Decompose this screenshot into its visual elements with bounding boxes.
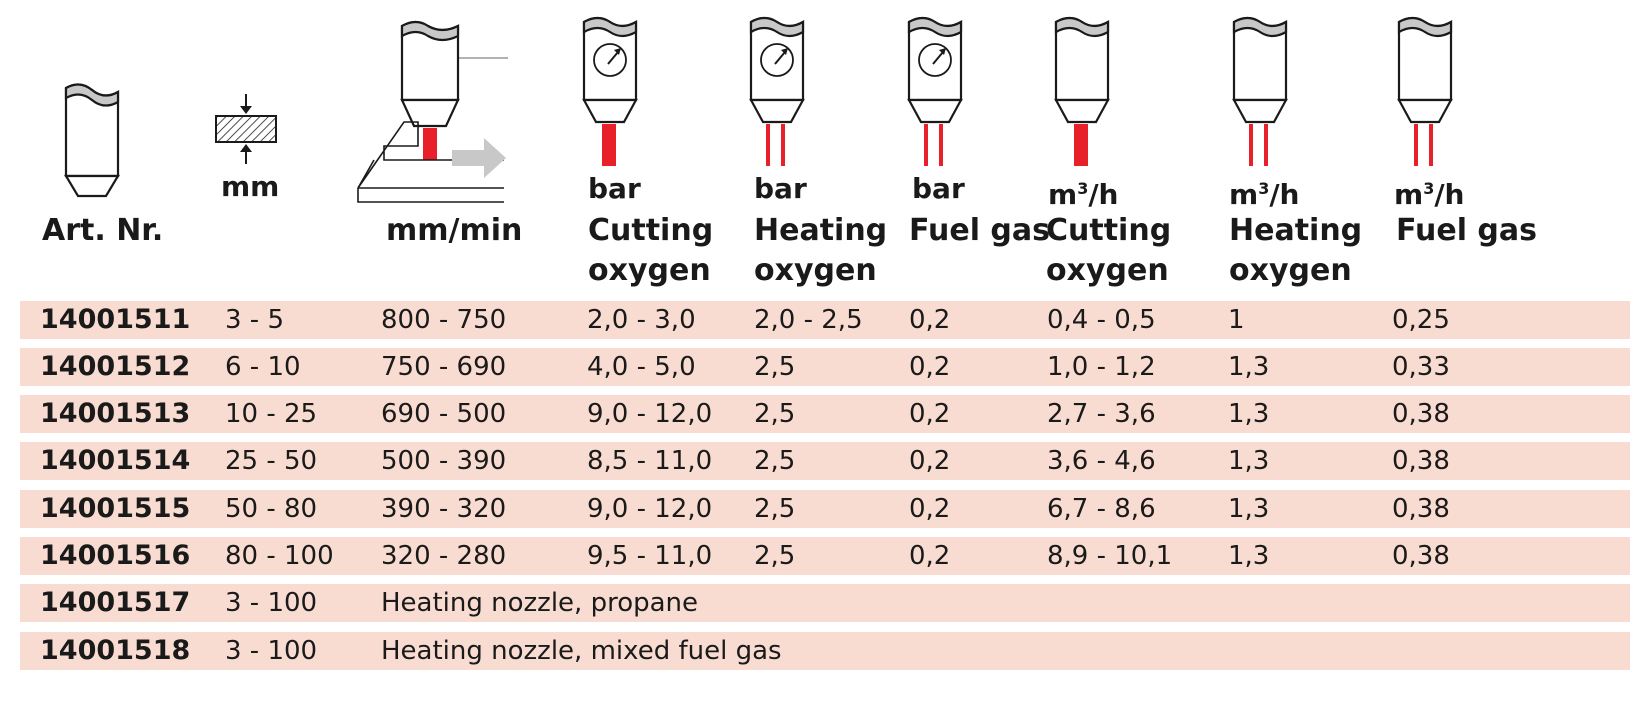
fuel-gas-bar: 0,2 <box>909 352 951 382</box>
unit-bar-cutting: bar <box>588 172 641 205</box>
fuel-gas-m3h: 0,38 <box>1392 541 1450 571</box>
heating-oxygen-bar: 2,5 <box>754 352 796 382</box>
thickness: 3 - 100 <box>225 588 318 618</box>
speed: 320 - 280 <box>381 541 507 571</box>
cutting-oxygen-m3h: 0,4 - 0,5 <box>1047 305 1156 335</box>
table-row: 14001515 50 - 80 390 - 320 9,0 - 12,0 2,… <box>20 490 1630 528</box>
speed: 750 - 690 <box>381 352 507 382</box>
table-row: 14001512 6 - 10 750 - 690 4,0 - 5,0 2,5 … <box>20 348 1630 386</box>
cutting-oxygen-bar: 4,0 - 5,0 <box>587 352 696 382</box>
cutting-oxygen-m3h: 2,7 - 3,6 <box>1047 399 1156 429</box>
heating-oxygen-bar: 2,5 <box>754 541 796 571</box>
fuel-gas-m3h: 0,25 <box>1392 305 1450 335</box>
art-nr: 14001517 <box>40 587 191 618</box>
header-oxygen: oxygen <box>1229 253 1352 288</box>
thickness: 3 - 5 <box>225 305 284 335</box>
table-row: 14001513 10 - 25 690 - 500 9,0 - 12,0 2,… <box>20 395 1630 433</box>
thickness: 25 - 50 <box>225 446 318 476</box>
header-art-nr: Art. Nr. <box>42 213 164 248</box>
speed: 800 - 750 <box>381 305 507 335</box>
heating-oxygen-bar: 2,0 - 2,5 <box>754 305 863 335</box>
fuel-gas-m3h: 0,38 <box>1392 446 1450 476</box>
cutting-oxygen-m3h: 1,0 - 1,2 <box>1047 352 1156 382</box>
thickness: 80 - 100 <box>225 541 334 571</box>
heating-oxygen-m3h: 1,3 <box>1228 494 1270 524</box>
heating-oxygen-m3h: 1,3 <box>1228 541 1270 571</box>
cutting-oxygen-bar: 8,5 - 11,0 <box>587 446 713 476</box>
header-oxygen: oxygen <box>588 253 711 288</box>
fuel-gas-m3h: 0,38 <box>1392 399 1450 429</box>
thickness: 3 - 100 <box>225 636 318 666</box>
unit-bar-fuel: bar <box>912 172 965 205</box>
table-row: 14001514 25 - 50 500 - 390 8,5 - 11,0 2,… <box>20 442 1630 480</box>
nozzle-cutting-stream-icon <box>1054 16 1110 166</box>
thickness: 6 - 10 <box>225 352 301 382</box>
cutting-oxygen-bar: 9,5 - 11,0 <box>587 541 713 571</box>
art-nr: 14001512 <box>40 351 191 382</box>
heating-oxygen-bar: 2,5 <box>754 494 796 524</box>
fuel-gas-m3h: 0,33 <box>1392 352 1450 382</box>
art-nr: 14001518 <box>40 635 191 666</box>
cutting-oxygen-bar: 2,0 - 3,0 <box>587 305 696 335</box>
nozzle-gauge-icon <box>749 16 805 166</box>
header-mm: mm <box>221 170 280 203</box>
header-heating: Heating <box>1229 213 1363 248</box>
heating-oxygen-bar: 2,5 <box>754 446 796 476</box>
header-fuel-gas: Fuel gas <box>909 213 1051 248</box>
heating-oxygen-m3h: 1 <box>1228 305 1245 335</box>
table-row: 14001518 3 - 100 Heating nozzle, mixed f… <box>20 632 1630 670</box>
thickness: 10 - 25 <box>225 399 318 429</box>
table-row: 14001511 3 - 5 800 - 750 2,0 - 3,0 2,0 -… <box>20 301 1630 339</box>
table-row: 14001516 80 - 100 320 - 280 9,5 - 11,0 2… <box>20 537 1630 575</box>
cutting-oxygen-m3h: 6,7 - 8,6 <box>1047 494 1156 524</box>
art-nr: 14001515 <box>40 493 191 524</box>
cutting-oxygen-m3h: 8,9 - 10,1 <box>1047 541 1173 571</box>
unit-bar-heating: bar <box>754 172 807 205</box>
fuel-gas-bar: 0,2 <box>909 446 951 476</box>
heating-oxygen-m3h: 1,3 <box>1228 446 1270 476</box>
fuel-gas-bar: 0,2 <box>909 305 951 335</box>
nozzle-heating-stream-icon <box>1397 16 1453 166</box>
fuel-gas-bar: 0,2 <box>909 399 951 429</box>
cutting-oxygen-m3h: 3,6 - 4,6 <box>1047 446 1156 476</box>
nozzle-heating-stream-icon <box>1232 16 1288 166</box>
unit-m3h-cutting: m3/h <box>1048 178 1119 211</box>
header-oxygen: oxygen <box>1046 253 1169 288</box>
heating-oxygen-m3h: 1,3 <box>1228 399 1270 429</box>
header-oxygen: oxygen <box>754 253 877 288</box>
header-cutting: Cutting <box>588 213 714 248</box>
description: Heating nozzle, propane <box>381 588 699 618</box>
header-speed: mm/min <box>386 213 523 248</box>
description: Heating nozzle, mixed fuel gas <box>381 636 782 666</box>
art-nr: 14001513 <box>40 398 191 429</box>
fuel-gas-m3h: 0,38 <box>1392 494 1450 524</box>
nozzle-gauge-icon <box>907 16 963 166</box>
speed: 500 - 390 <box>381 446 507 476</box>
art-nr: 14001516 <box>40 540 191 571</box>
cutting-oxygen-bar: 9,0 - 12,0 <box>587 399 713 429</box>
cutting-oxygen-bar: 9,0 - 12,0 <box>587 494 713 524</box>
nozzle-icon <box>64 83 120 198</box>
header-fuel-gas: Fuel gas <box>1396 213 1538 248</box>
cutting-process-icon <box>357 20 508 203</box>
header-cutting: Cutting <box>1046 213 1172 248</box>
heating-oxygen-bar: 2,5 <box>754 399 796 429</box>
fuel-gas-bar: 0,2 <box>909 494 951 524</box>
unit-m3h-fuel: m3/h <box>1394 178 1465 211</box>
art-nr: 14001514 <box>40 445 191 476</box>
table-row: 14001517 3 - 100 Heating nozzle, propane <box>20 584 1630 622</box>
art-nr: 14001511 <box>40 304 191 335</box>
speed: 690 - 500 <box>381 399 507 429</box>
unit-m3h-heating: m3/h <box>1229 178 1300 211</box>
thickness: 50 - 80 <box>225 494 318 524</box>
heating-oxygen-m3h: 1,3 <box>1228 352 1270 382</box>
header-heating: Heating <box>754 213 888 248</box>
fuel-gas-bar: 0,2 <box>909 541 951 571</box>
thickness-icon <box>215 94 277 164</box>
speed: 390 - 320 <box>381 494 507 524</box>
nozzle-gauge-icon <box>582 16 638 166</box>
